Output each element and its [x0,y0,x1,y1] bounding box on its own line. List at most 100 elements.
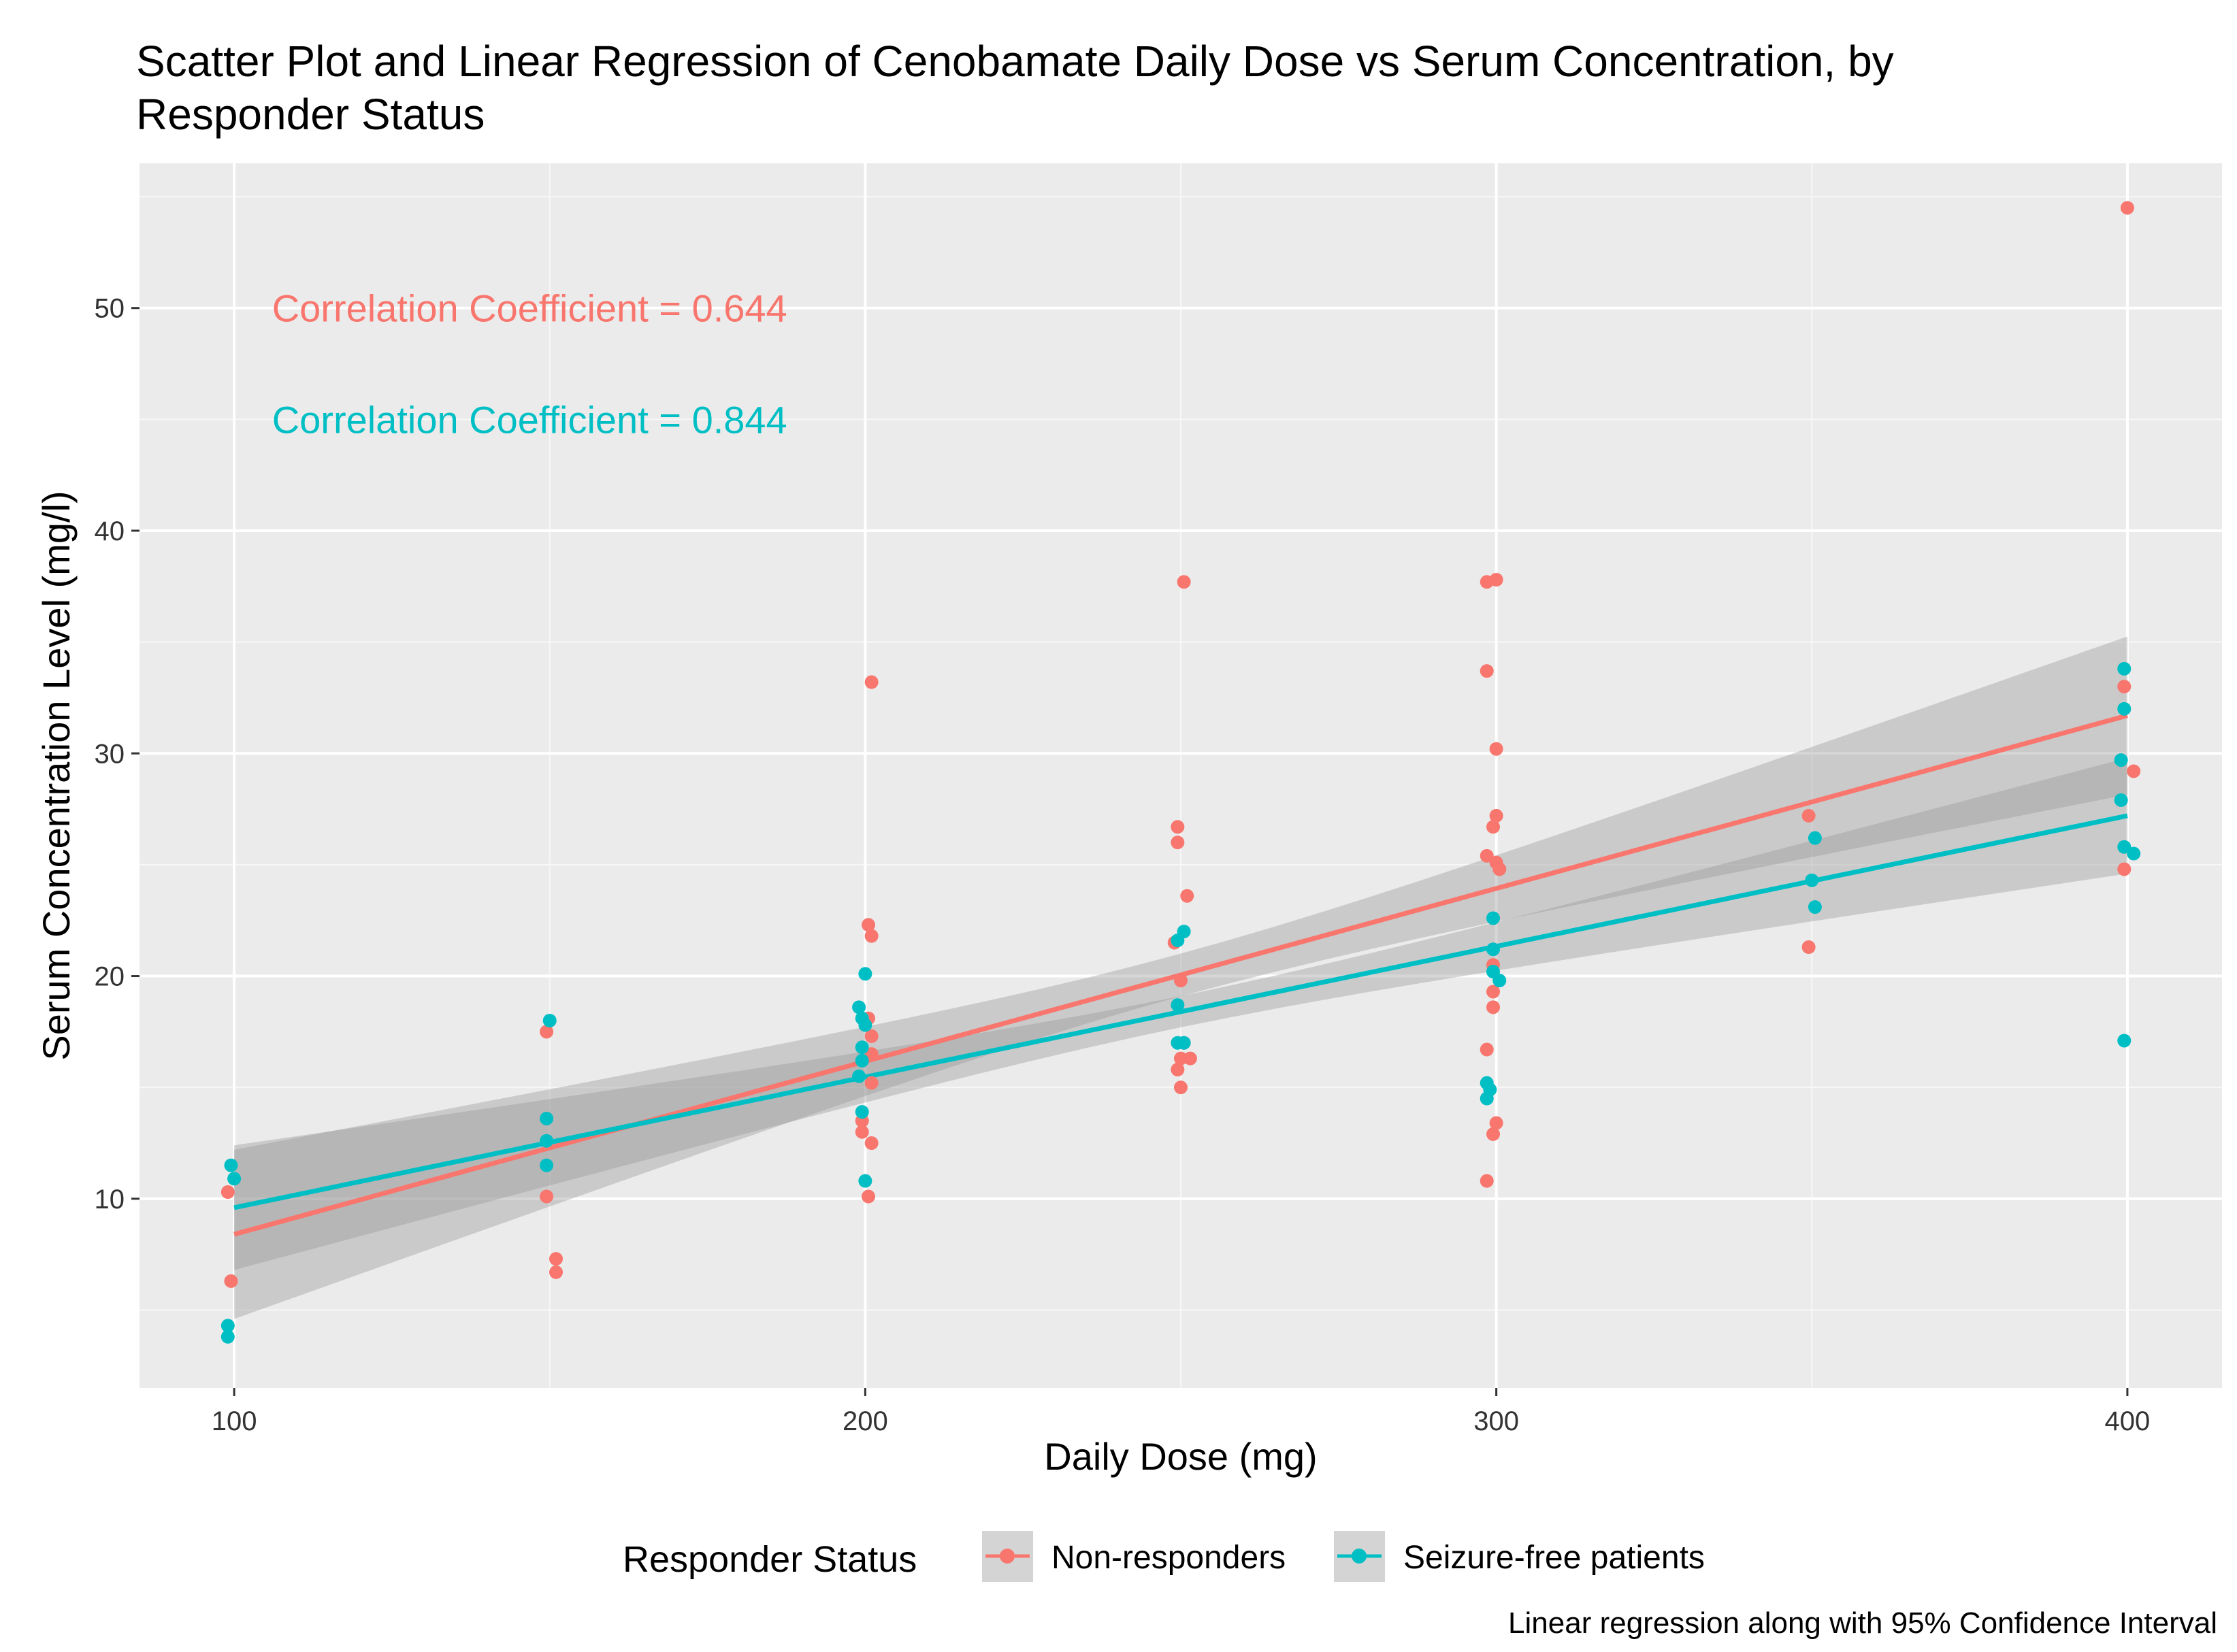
data-point-seizure-free [1808,900,1822,914]
data-point-seizure-free [1492,974,1507,988]
data-point-non-responders [1177,575,1191,589]
data-point-non-responders [1486,1000,1500,1014]
legend: Responder Status Non-responders Seizure-… [623,1531,1705,1582]
data-point-seizure-free [542,1014,557,1027]
data-point-non-responders [540,1189,554,1204]
data-point-non-responders [855,1125,869,1139]
data-point-non-responders [224,1274,238,1288]
data-point-non-responders [1489,573,1503,587]
data-point-seizure-free [227,1172,242,1186]
data-point-non-responders [1480,848,1494,863]
data-point-non-responders [2117,680,2132,694]
data-point-seizure-free [858,967,872,981]
data-point-seizure-free [221,1319,235,1333]
legend-label-non-responders: Non-responders [1051,1540,1286,1576]
y-tick-label: 50 [95,294,125,324]
data-point-seizure-free [2127,846,2141,861]
data-point-non-responders [864,929,879,943]
chart-title-line2: Responder Status [136,90,485,139]
data-point-seizure-free [858,1174,872,1188]
data-point-seizure-free [855,1040,869,1055]
data-point-non-responders [1171,836,1185,850]
data-point-non-responders [1183,1051,1197,1065]
data-point-seizure-free [858,1018,872,1032]
legend-title: Responder Status [623,1539,917,1580]
data-point-non-responders [1480,1042,1494,1057]
data-point-non-responders [1480,664,1494,678]
y-tick-label: 20 [95,962,125,992]
data-point-non-responders [1486,985,1500,999]
annotations: Correlation Coefficient = 0.644 Correlat… [272,287,787,442]
data-point-seizure-free [2117,701,2132,716]
data-point-non-responders [1489,1116,1503,1130]
data-point-seizure-free [1486,911,1500,925]
data-point-non-responders [864,1047,879,1061]
data-point-seizure-free [540,1134,554,1148]
data-point-seizure-free [540,1158,554,1172]
legend-key-non-responders [982,1531,1033,1582]
data-point-non-responders [2127,764,2141,778]
y-axis-ticks: 10 20 30 40 50 [95,294,140,1215]
data-point-non-responders [862,918,875,932]
data-point-seizure-free [2117,1034,2132,1048]
data-point-seizure-free [852,1069,866,1083]
x-tick-label: 300 [1473,1406,1519,1436]
data-point-non-responders [1174,974,1188,988]
data-point-seizure-free [224,1158,238,1172]
data-point-seizure-free [221,1329,235,1344]
data-point-non-responders [1801,808,1816,823]
data-point-seizure-free [855,1105,869,1119]
correlation-annotation-seizure-free: Correlation Coefficient = 0.844 [272,398,787,441]
data-point-seizure-free [1805,873,1819,887]
data-point-non-responders [1801,940,1816,954]
data-point-seizure-free [1177,1036,1191,1050]
x-tick-label: 200 [843,1406,888,1436]
data-point-non-responders [549,1265,563,1279]
data-point-non-responders [1486,820,1500,834]
data-point-non-responders [1480,1174,1494,1188]
data-point-non-responders [1486,1127,1500,1141]
legend-key-seizure-free [1334,1531,1385,1582]
data-point-non-responders [1492,862,1507,876]
data-point-non-responders [1174,1051,1188,1065]
data-point-non-responders [2120,201,2134,215]
y-tick-label: 10 [95,1185,125,1215]
data-points [221,201,2141,1344]
x-tick-label: 400 [2105,1406,2151,1436]
correlation-annotation-non-responders: Correlation Coefficient = 0.644 [272,287,787,330]
data-point-non-responders [864,675,879,689]
y-tick-label: 30 [95,739,125,769]
x-axis-title: Daily Dose (mg) [1044,1435,1317,1478]
data-point-seizure-free [1171,934,1185,948]
data-point-seizure-free [540,1112,554,1125]
y-axis-title: Serum Concentration Level (mg/l) [35,491,78,1060]
data-point-seizure-free [1171,998,1185,1012]
minor-gridlines [140,163,2222,1388]
data-point-non-responders [549,1252,563,1266]
data-point-non-responders [1171,820,1185,834]
data-point-non-responders [864,1136,879,1150]
chart-title-line1: Scatter Plot and Linear Regression of Ce… [136,37,1894,86]
caption: Linear regression along with 95% Confide… [1508,1606,2217,1640]
data-point-seizure-free [855,1053,869,1068]
data-point-seizure-free [1480,1091,1494,1106]
data-point-non-responders [1171,1063,1185,1076]
data-point-non-responders [1489,808,1503,823]
data-point-non-responders [1180,889,1194,903]
y-tick-label: 40 [95,516,125,546]
x-axis-ticks: 100 200 300 400 [212,1388,2151,1436]
data-point-non-responders [1489,742,1503,756]
data-point-non-responders [864,1029,879,1043]
data-point-seizure-free [2114,753,2128,767]
data-point-seizure-free [2114,793,2128,807]
x-tick-label: 100 [212,1406,257,1436]
data-point-non-responders [221,1185,235,1199]
data-point-seizure-free [852,1000,866,1014]
data-point-seizure-free [2117,661,2132,676]
data-point-seizure-free [2117,840,2132,854]
data-point-non-responders [540,1025,554,1039]
data-point-non-responders [862,1189,875,1204]
legend-label-seizure-free: Seizure-free patients [1403,1540,1705,1576]
data-point-non-responders [1174,1080,1188,1095]
